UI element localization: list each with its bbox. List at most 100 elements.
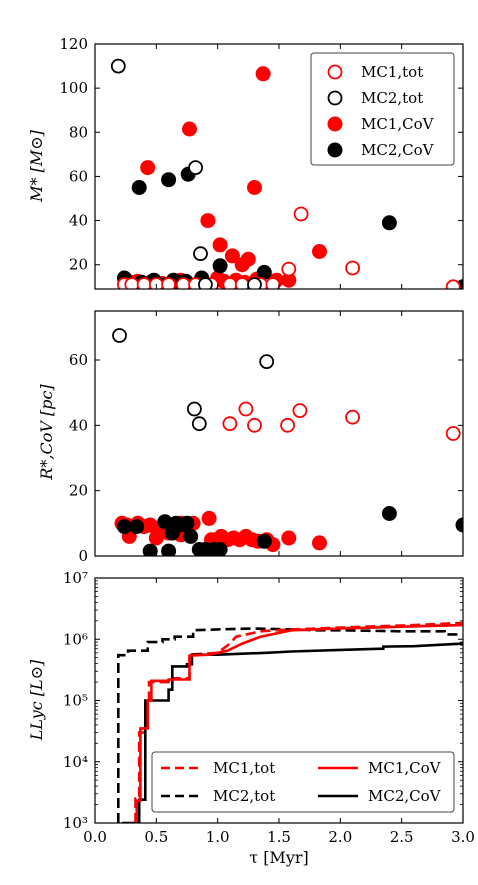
data-point-mc2tot: [186, 401, 202, 417]
x-tick-label: 0.5: [144, 828, 168, 846]
y-axis-label-radius: R*,CoV [pc]: [37, 384, 56, 481]
data-point-mc2cov: [455, 517, 463, 533]
data-point-mc1tot: [345, 409, 361, 425]
data-point-mc1cov: [281, 530, 297, 546]
x-tick-label: 2.0: [328, 828, 352, 846]
legend-top: MC1,tot MC2,tot MC1,CoV MC2,CoV: [310, 52, 455, 166]
y-tick-label: 80: [69, 123, 88, 141]
y-axis-label-mass: M* [M⊙]: [27, 129, 46, 203]
y-tick-label: 10⁵: [63, 692, 88, 710]
data-point-mc1cov: [212, 237, 228, 253]
data-point-mc1tot: [222, 416, 238, 432]
legend-bottom: MC1,tot MC2,tot MC1,CoV MC2,CoV: [151, 751, 455, 813]
data-point-mc1cov: [281, 272, 297, 288]
series-line-mc1cov: [135, 623, 463, 823]
data-point-mc2cov: [161, 543, 177, 556]
data-point-mc2cov: [183, 528, 199, 544]
series-line-mc2tot: [117, 627, 463, 823]
y-tick-label: 120: [59, 35, 88, 53]
y-tick-label: 40: [69, 212, 88, 230]
data-point-mc2tot: [188, 160, 204, 176]
panel-radius: 0 20 40 60: [69, 310, 464, 565]
data-point-mc2tot: [198, 277, 213, 289]
data-point-mc2cov: [116, 519, 132, 535]
data-point-mc1tot: [293, 206, 309, 222]
y-tick-label: 60: [69, 167, 88, 185]
x-axis-label: τ [Myr]: [249, 848, 309, 867]
legend-label-mc2-tot: MC2,tot: [361, 89, 423, 107]
legend-frame: [151, 751, 455, 813]
data-point-mc2cov: [212, 258, 228, 274]
plot-area: [117, 621, 463, 823]
data-point-mc1cov: [255, 66, 271, 82]
data-point-mc1cov: [148, 530, 164, 546]
legend-marker-mc1-cov: [327, 116, 343, 132]
y-tick-label: 0: [78, 547, 88, 565]
y-axis-label-luminosity: LLyc [L⊙]: [27, 659, 46, 741]
y-tick-label: 20: [69, 482, 88, 500]
data-point-mc1tot: [280, 417, 296, 433]
data-point-mc1cov: [182, 121, 197, 137]
y-tick-label: 100: [59, 79, 88, 97]
data-point-mc2cov: [142, 543, 158, 556]
data-point-mc2cov: [381, 506, 397, 521]
data-point-mc2cov: [161, 172, 177, 188]
data-point-mc1tot: [445, 426, 461, 441]
data-point-mc2cov: [212, 542, 228, 556]
data-point-mc2tot: [193, 246, 208, 262]
data-point-mc1tot: [445, 279, 461, 289]
y-tick-label: 10³: [63, 814, 88, 832]
legend-label-mc1-tot: MC1,tot: [361, 63, 423, 81]
legend-marker-mc2-cov: [327, 142, 343, 158]
data-point-mc1cov: [140, 160, 156, 176]
legend-label-mc2-tot: MC2,tot: [213, 787, 275, 805]
plot-area: [110, 58, 463, 289]
data-point-mc1tot: [247, 417, 262, 433]
data-point-mc1tot: [161, 277, 176, 289]
y-tick-label: 20: [69, 256, 88, 274]
x-tick-label: 0.0: [83, 828, 107, 846]
legend-label-mc2-cov: MC2,CoV: [361, 141, 435, 159]
x-tick-label: 3.0: [451, 828, 475, 846]
data-point-mc1tot: [238, 401, 254, 417]
data-point-mc1cov: [201, 510, 217, 526]
x-tick-label: 1.5: [267, 828, 291, 846]
y-tick-label: 10⁴: [63, 753, 88, 771]
y-tick-label: 10⁷: [63, 569, 88, 587]
legend-label-mc1-tot: MC1,tot: [213, 759, 275, 777]
data-point-mc2cov: [164, 525, 180, 541]
data-point-mc2tot: [112, 328, 127, 343]
data-point-mc2tot: [247, 277, 262, 289]
legend-label-mc2-cov: MC2,CoV: [368, 787, 442, 805]
data-point-mc2tot: [259, 354, 275, 370]
data-point-mc1tot: [292, 403, 308, 419]
data-point-mc2tot: [110, 58, 126, 74]
data-point-mc1tot: [345, 260, 361, 276]
data-point-mc1cov: [200, 213, 216, 229]
data-point-mc1tot: [281, 261, 297, 277]
data-point-mc2cov: [256, 533, 272, 549]
legend-frame: [310, 52, 455, 166]
data-point-mc1cov: [240, 251, 256, 267]
data-point-mc1cov: [224, 248, 240, 264]
plot-area: [112, 328, 463, 556]
data-point-mc1cov: [312, 535, 327, 551]
data-point-mc2tot: [191, 416, 207, 432]
data-point-mc1cov: [312, 244, 327, 259]
x-tick-label: 1.0: [206, 828, 230, 846]
panel-stellar-mass: 20 40 60 80 100 120: [59, 35, 464, 290]
data-point-mc2cov: [381, 215, 397, 231]
x-tick-label: 2.5: [390, 828, 414, 846]
y-tick-label: 10⁶: [63, 630, 88, 648]
legend-marker-mc1-tot: [327, 64, 343, 80]
y-tick-label: 60: [69, 351, 88, 369]
data-point-mc2cov: [131, 180, 147, 195]
data-point-mc1cov: [247, 180, 262, 195]
legend-label-mc1-cov: MC1,CoV: [368, 759, 442, 777]
legend-label-mc1-cov: MC1,CoV: [361, 115, 435, 133]
legend-marker-mc2-tot: [327, 90, 343, 106]
data-point-mc2cov: [179, 515, 195, 531]
data-point-mc2cov: [129, 519, 145, 535]
data-point-mc2cov: [256, 264, 272, 280]
